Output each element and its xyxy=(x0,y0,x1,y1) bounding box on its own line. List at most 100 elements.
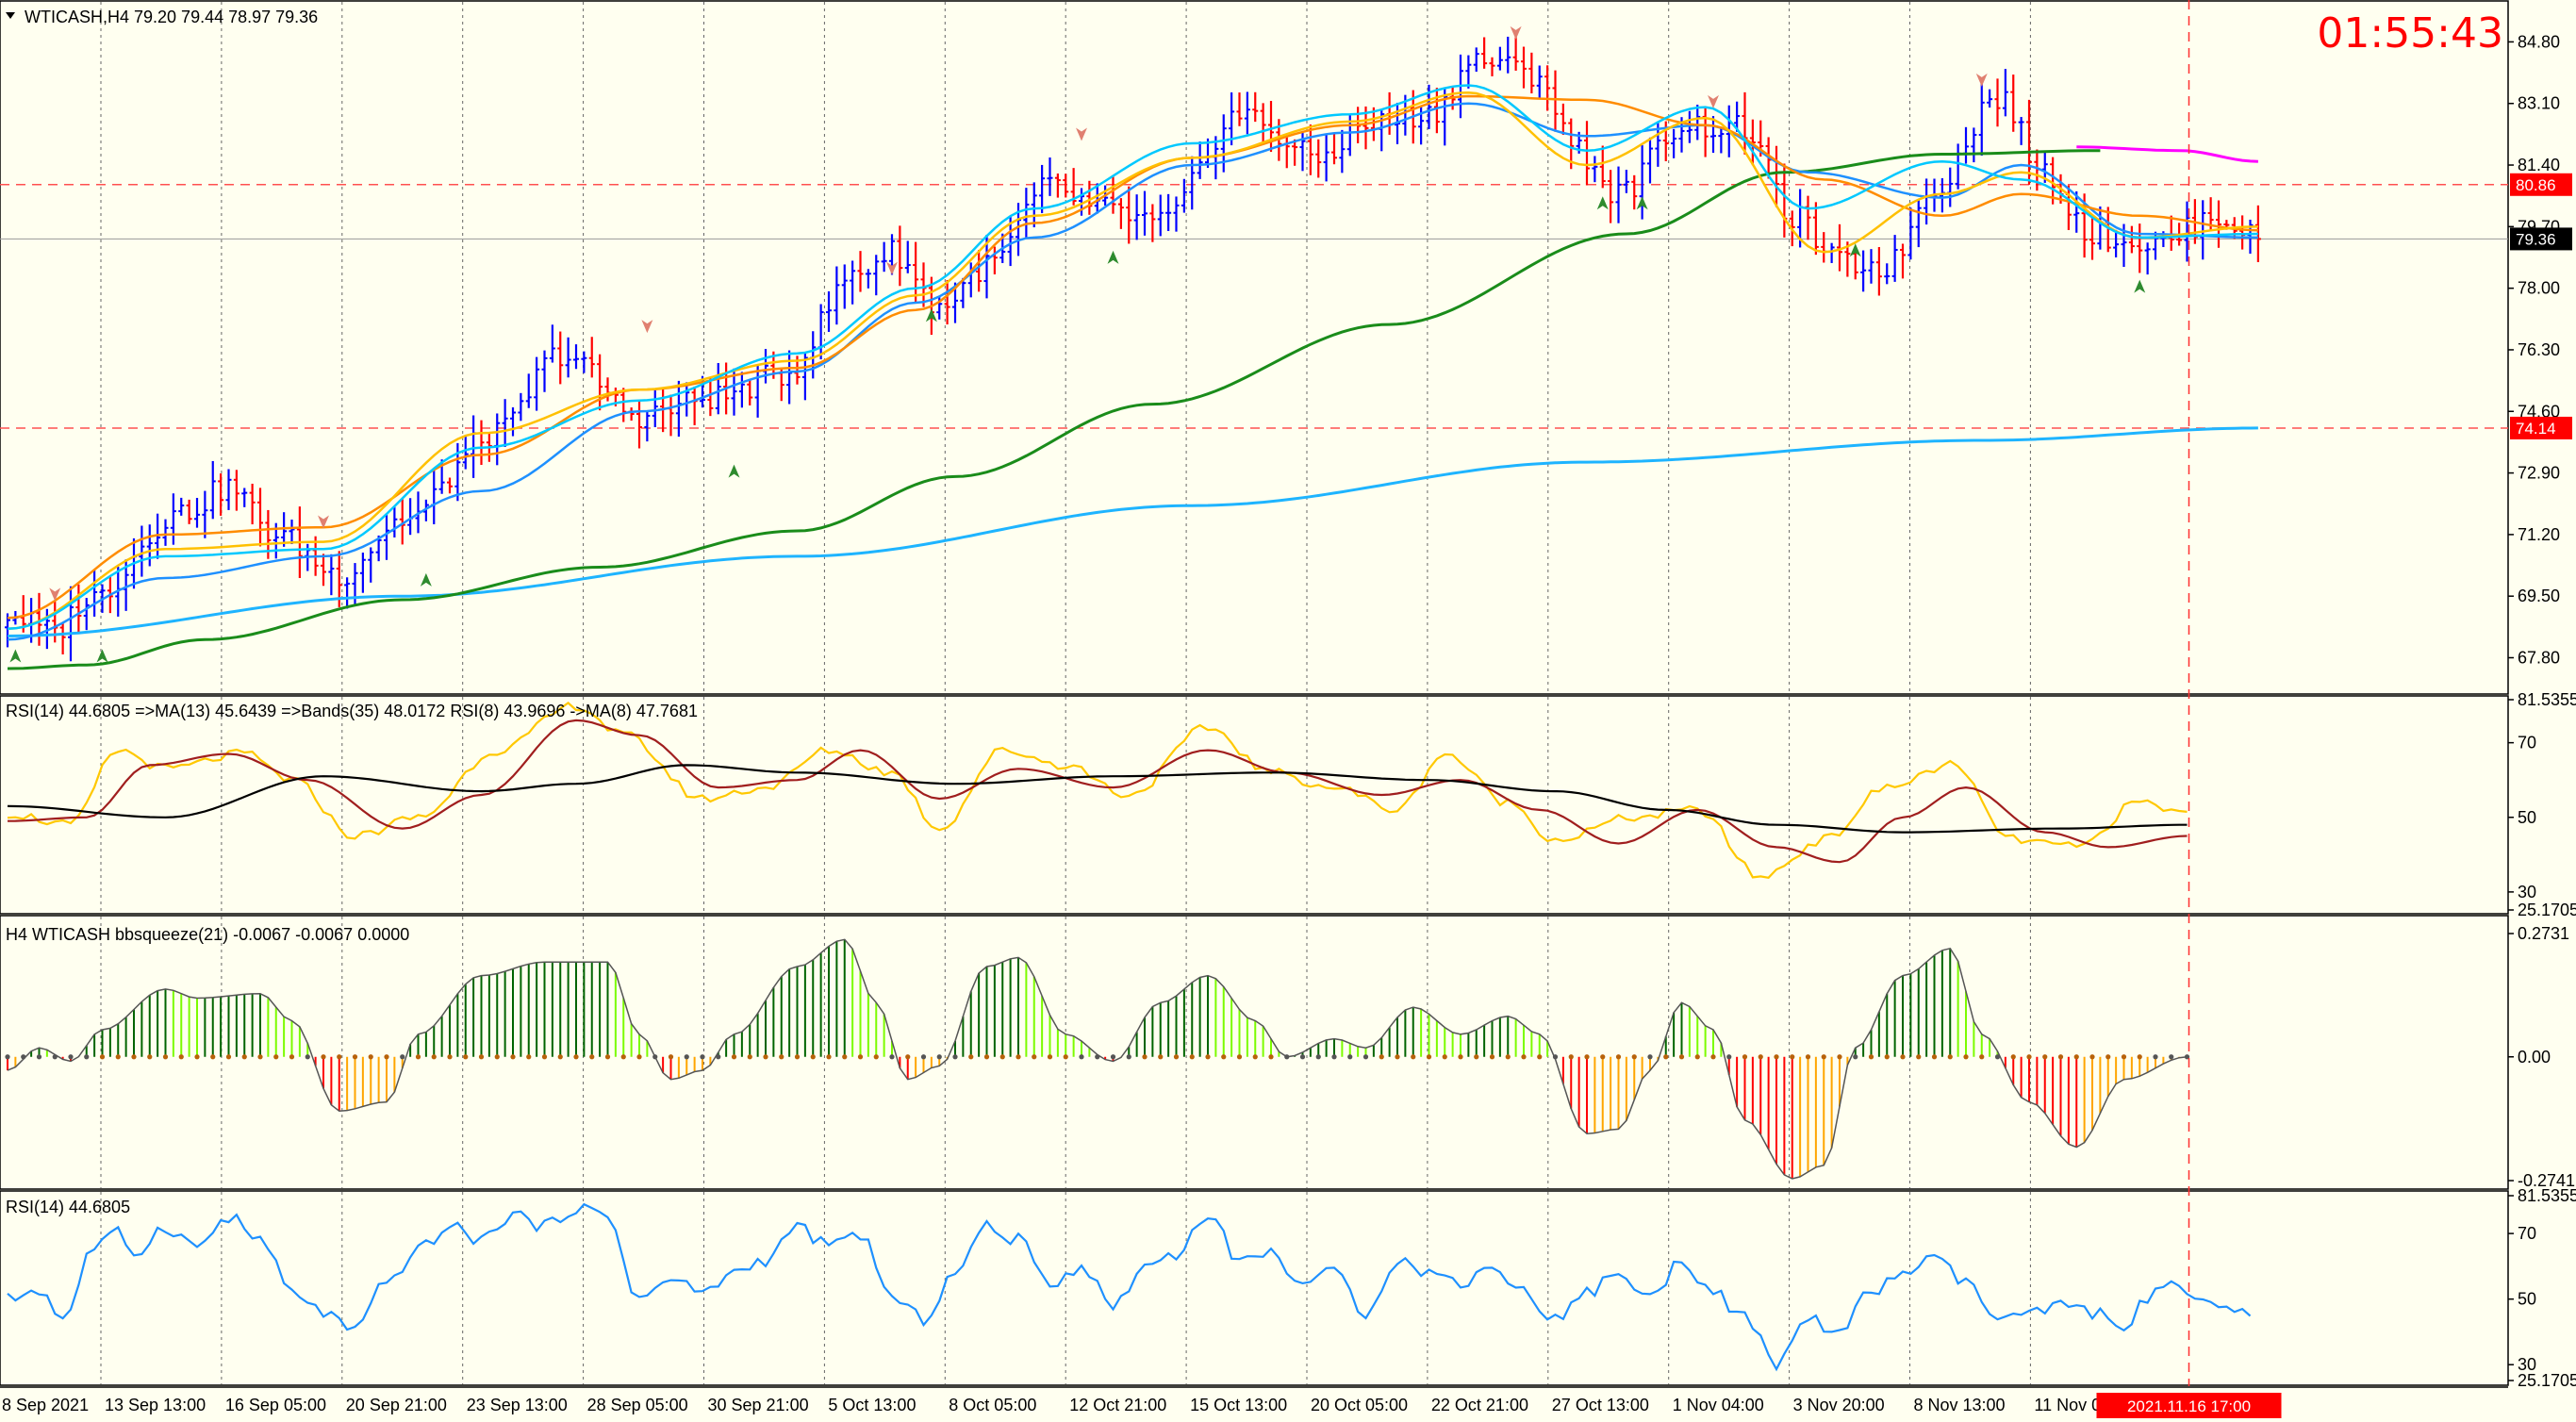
price-bar xyxy=(841,264,848,309)
bbsqueeze-panel-frame xyxy=(0,915,2509,1190)
price-bar xyxy=(478,420,485,466)
price-bar xyxy=(865,269,871,289)
squeeze-dot xyxy=(1947,1054,1953,1060)
squeeze-dot xyxy=(1173,1054,1180,1060)
price-bar xyxy=(1718,128,1725,154)
squeeze-dot xyxy=(415,1054,421,1060)
time-label: 5 Oct 13:00 xyxy=(828,1396,916,1414)
price-bar xyxy=(471,415,477,478)
rsi-tick-label: 70 xyxy=(2518,734,2536,752)
symbol-header: WTICASH,H4 79.20 79.44 78.97 79.36 xyxy=(25,8,318,26)
price-bar xyxy=(1117,198,1124,229)
squeeze-dot xyxy=(1347,1054,1353,1060)
price-bar xyxy=(1252,91,1259,123)
rsi2-tick-label: 50 xyxy=(2518,1290,2536,1309)
price-bar xyxy=(257,488,263,547)
rsi2-panel-frame xyxy=(0,1190,2509,1386)
price-bar xyxy=(573,344,579,370)
price-bar xyxy=(43,608,50,650)
price-bar xyxy=(2073,190,2080,233)
price-bar xyxy=(960,277,966,308)
rsi2-tick-label: 30 xyxy=(2518,1355,2536,1374)
price-bar xyxy=(1615,166,1622,223)
squeeze-dot xyxy=(1537,1054,1543,1060)
price-bar xyxy=(1339,129,1346,174)
squeeze-dot xyxy=(478,1054,485,1060)
price-bar xyxy=(1465,55,1472,89)
price-bar xyxy=(1805,195,1811,240)
rsi8-line xyxy=(7,701,2188,879)
price-bar xyxy=(447,477,453,494)
price-bar xyxy=(976,250,983,292)
price-bar xyxy=(786,350,793,405)
time-label: 12 Oct 21:00 xyxy=(1069,1396,1166,1414)
yellow-ma-line xyxy=(7,91,2258,631)
squeeze-dot xyxy=(794,1054,801,1060)
squeeze-dot xyxy=(99,1054,106,1060)
price-bar xyxy=(59,621,66,655)
price-bar xyxy=(1323,133,1329,182)
squeeze-dot xyxy=(1458,1054,1463,1060)
price-bar xyxy=(399,499,405,545)
rsi2-panel-label: RSI(14) 44.6805 xyxy=(6,1198,130,1216)
price-bar xyxy=(1860,250,1867,292)
collapse-triangle-icon[interactable] xyxy=(6,12,15,19)
price-bar xyxy=(1165,193,1172,232)
price-bar xyxy=(289,519,295,545)
price-bar xyxy=(1142,190,1148,236)
squeeze-dot xyxy=(1379,1054,1384,1060)
buy-arrow-icon xyxy=(9,649,22,663)
price-bar xyxy=(2010,74,2017,132)
price-bar xyxy=(5,613,10,648)
squeeze-dot xyxy=(1568,1054,1574,1060)
price-bar xyxy=(225,469,232,510)
buy-arrow-icon xyxy=(728,464,740,478)
squeeze-dot xyxy=(636,1054,642,1060)
price-bar xyxy=(1900,243,1906,279)
bbsqueeze-panel[interactable] xyxy=(5,938,2190,1180)
price-bar xyxy=(186,499,192,524)
price-bar xyxy=(2128,225,2135,254)
price-bar xyxy=(1978,79,1985,156)
magenta-ma-line xyxy=(2076,145,2258,163)
price-bar xyxy=(1599,145,1606,189)
price-tag xyxy=(2510,227,2572,251)
price-tick-label: 69.50 xyxy=(2518,587,2560,605)
price-bar xyxy=(1260,103,1266,144)
squeeze-dot xyxy=(2042,1054,2048,1060)
squeeze-dot xyxy=(494,1054,500,1060)
squeeze-dot xyxy=(147,1054,153,1060)
squeeze-dot xyxy=(1299,1054,1306,1060)
price-tick-label: 72.90 xyxy=(2518,464,2560,483)
squeeze-dot xyxy=(1979,1054,1985,1060)
price-bar xyxy=(1315,139,1322,178)
squeeze-dot xyxy=(1505,1054,1511,1060)
rsi2-panel[interactable] xyxy=(7,1202,2252,1372)
price-bar xyxy=(391,506,398,537)
time-label: 8 Sep 2021 xyxy=(2,1396,89,1414)
squeeze-dot xyxy=(779,1054,784,1060)
price-bar xyxy=(1552,70,1559,132)
price-bar xyxy=(747,379,753,405)
price-bar xyxy=(936,295,943,320)
squeeze-dot xyxy=(763,1054,768,1060)
price-bar xyxy=(834,266,840,325)
price-bars xyxy=(5,33,2261,662)
rsi-panel[interactable] xyxy=(7,701,2188,879)
price-bar xyxy=(494,413,501,466)
price-bar xyxy=(2018,117,2024,145)
price-bar xyxy=(249,483,256,525)
squeeze-dot xyxy=(36,1054,42,1060)
squeeze-dot xyxy=(842,1054,848,1060)
rsi-panel-label: RSI(14) 44.6805 =>MA(13) 45.6439 =>Bands… xyxy=(6,702,698,720)
price-bar xyxy=(1749,119,1756,166)
price-bar xyxy=(1292,139,1298,166)
price-bar xyxy=(1915,200,1922,248)
price-panel[interactable] xyxy=(0,25,2508,670)
price-bar xyxy=(1544,65,1551,111)
squeeze-dot xyxy=(115,1054,121,1060)
price-bar xyxy=(2200,200,2206,260)
price-bar xyxy=(944,280,950,325)
time-label: 15 Oct 13:00 xyxy=(1190,1396,1287,1414)
